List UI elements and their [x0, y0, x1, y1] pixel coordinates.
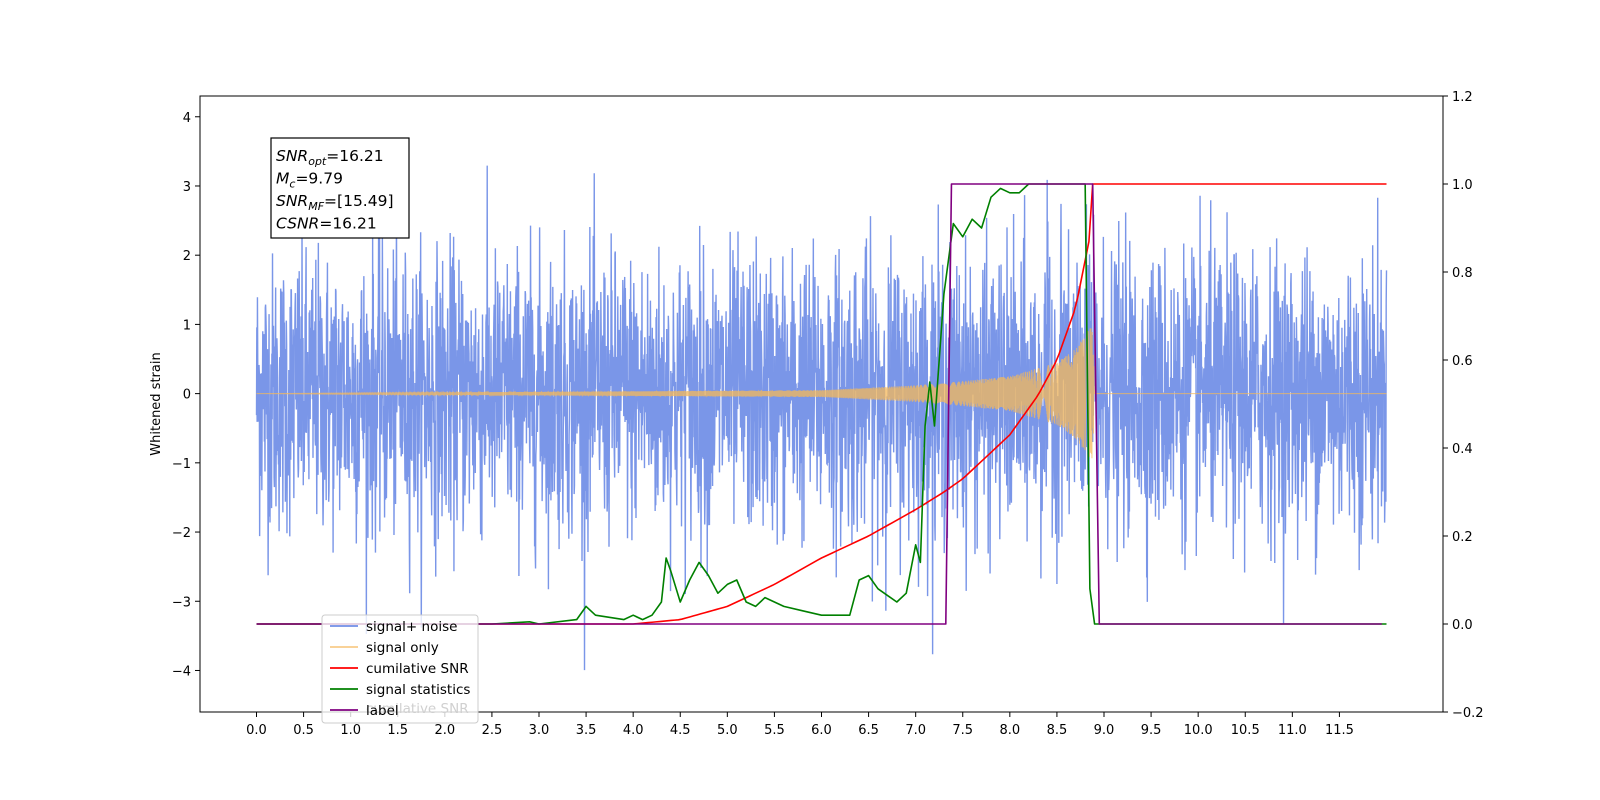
- x-tick-label: 7.5: [952, 723, 973, 738]
- y2-tick-label: 0.4: [1452, 442, 1473, 457]
- legend-entry: cumilative SNR: [366, 661, 469, 677]
- annotation-symbol: CSNR: [276, 215, 319, 233]
- annotation-line: SNRMF=[15.49]: [276, 192, 394, 213]
- y-tick-label: −3: [172, 595, 191, 610]
- label-line: [256, 183, 1382, 625]
- x-tick-label: 11.5: [1325, 723, 1354, 738]
- annotation-subscript: opt: [308, 155, 327, 168]
- annotation-symbol: M: [276, 170, 289, 188]
- x-tick-label: 4.5: [670, 723, 691, 738]
- y-tick-label: −1: [172, 457, 191, 472]
- stats-annotation-box: SNRopt=16.21Mc=9.79SNRMF=[15.49]CSNR=16.…: [270, 137, 410, 239]
- x-tick-label: 9.0: [1094, 723, 1115, 738]
- x-tick-label: 1.0: [340, 723, 361, 738]
- annotation-subscript: c: [289, 178, 295, 191]
- legend-frame: [321, 614, 479, 724]
- x-tick-label: 2.0: [434, 723, 455, 738]
- y-axis-label: Whitened strain: [149, 352, 164, 455]
- x-axis: 0.0 0.5 1.0 1.5 2.0 2.5 3.0 3.5 4.0 4.5 5.0 5.5 6.0 6…: [246, 712, 1354, 738]
- y2-tick-label: 0.8: [1452, 266, 1473, 281]
- y2-tick-label: 1.0: [1452, 178, 1473, 193]
- y-tick-label: −2: [172, 526, 191, 541]
- y-axis-left: −4 −3 −2 −1 0 1 2 3 4: [172, 111, 200, 679]
- signal-plus-noise-line: [255, 165, 1388, 671]
- annotation-symbol: SNR: [276, 147, 308, 165]
- annotation-value: =16.21: [326, 147, 383, 165]
- x-tick-label: 10.5: [1231, 723, 1260, 738]
- legend-entry: signal statistics: [366, 682, 470, 698]
- x-tick-label: 5.0: [717, 723, 738, 738]
- x-tick-label: 0.0: [246, 723, 267, 738]
- legend-entry: signal+ noise: [366, 619, 457, 635]
- annotation-line: CSNR=16.21: [276, 215, 377, 233]
- x-tick-label: 5.5: [764, 723, 785, 738]
- y-axis-right: −0.2 0.0 0.2 0.4 0.6 0.8 1.0 1.2: [1443, 90, 1484, 721]
- annotation-value: =[15.49]: [324, 192, 393, 210]
- legend-entry: label: [366, 703, 399, 719]
- x-tick-label: 4.0: [623, 723, 644, 738]
- x-tick-label: 9.5: [1141, 723, 1162, 738]
- y2-tick-label: 0.0: [1452, 618, 1473, 633]
- y-tick-label: 0: [183, 388, 191, 403]
- y2-tick-label: −0.2: [1452, 706, 1484, 721]
- y-tick-label: 2: [183, 249, 191, 264]
- y-tick-label: −4: [172, 664, 191, 679]
- x-tick-label: 3.5: [576, 723, 597, 738]
- annotation-value: =9.79: [295, 170, 343, 188]
- y-tick-label: 1: [183, 318, 191, 333]
- y2-tick-label: 1.2: [1452, 90, 1473, 105]
- annotation-symbol: SNR: [276, 192, 308, 210]
- y2-tick-label: 0.6: [1452, 354, 1473, 369]
- y2-tick-label: 0.2: [1452, 530, 1473, 545]
- x-tick-label: 3.0: [529, 723, 550, 738]
- annotation-frame: [270, 137, 410, 239]
- x-tick-label: 11.0: [1278, 723, 1307, 738]
- y-tick-label: 4: [183, 111, 191, 126]
- annotation-line: SNRopt=16.21: [276, 147, 384, 168]
- x-tick-label: 7.0: [905, 723, 926, 738]
- x-tick-label: 6.0: [811, 723, 832, 738]
- x-tick-label: 6.5: [858, 723, 879, 738]
- y-tick-label: 3: [183, 180, 191, 195]
- x-tick-label: 0.5: [293, 723, 314, 738]
- x-tick-label: 8.5: [1047, 723, 1068, 738]
- legend-overlap-text: cumilative SNR: [366, 701, 469, 717]
- legend-entry: signal only: [366, 640, 439, 656]
- annotation-value: =16.21: [319, 215, 376, 233]
- x-tick-label: 1.5: [387, 723, 408, 738]
- x-tick-label: 8.0: [999, 723, 1020, 738]
- signal-only-line: [256, 328, 1387, 459]
- legend: cumilative SNR signal+ noise signal only cu…: [321, 614, 479, 724]
- x-tick-label: 10.0: [1184, 723, 1213, 738]
- annotation-subscript: MF: [308, 200, 324, 213]
- x-tick-label: 2.5: [482, 723, 503, 738]
- annotation-line: Mc=9.79: [276, 170, 343, 191]
